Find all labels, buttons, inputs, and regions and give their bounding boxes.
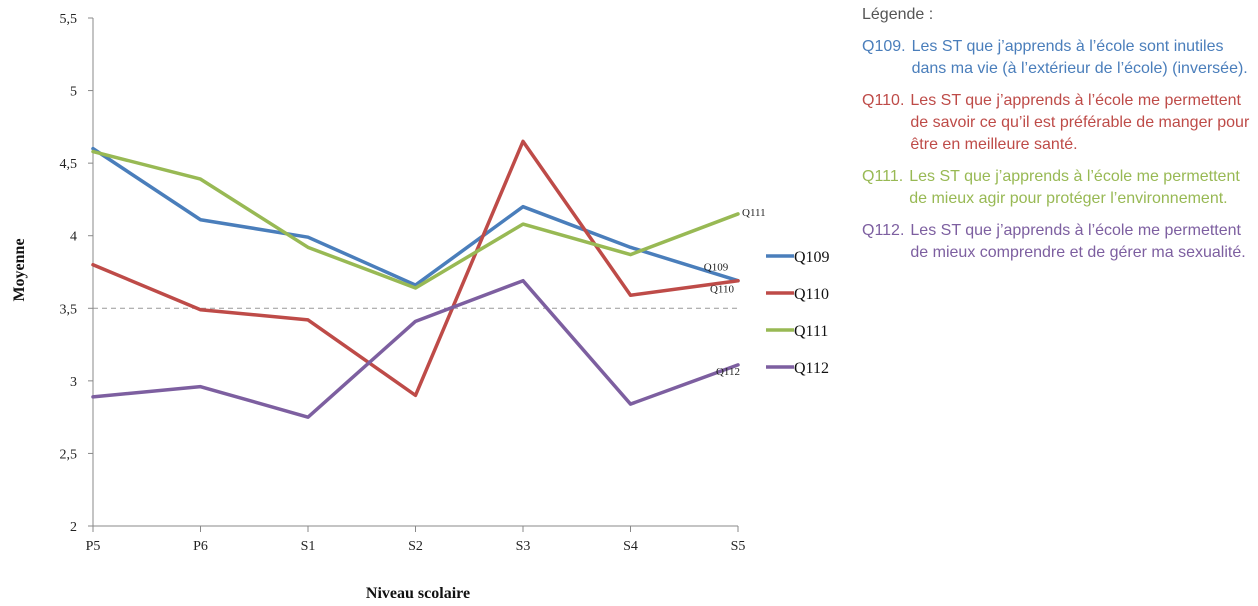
legend: Q109 Q110 Q111 Q112 [766, 249, 830, 377]
x-tick-label: P5 [86, 539, 101, 554]
notes-title: Légende : [862, 6, 934, 23]
series-line-q109 [91, 146, 740, 287]
series-line-q111 [91, 149, 740, 290]
series-end-label: Q110 [710, 284, 735, 296]
note-text: Les ST que j’apprends à l’école me perme… [909, 168, 1240, 207]
series-end-label: Q109 [704, 262, 729, 274]
x-tick-label: S2 [408, 539, 423, 554]
note-code: Q111. [862, 168, 904, 185]
x-tick-label: P6 [193, 539, 208, 554]
note-q111: Q111. Les ST que j’apprends à l’école me… [862, 166, 1254, 210]
note-q112: Q112. Les ST que j’apprends à l’école me… [862, 220, 1254, 264]
y-tick-labels: 2 2,5 3 3,5 4 4,5 5 5,5 [60, 12, 78, 535]
legend-entry: Q111 [794, 323, 828, 340]
x-tick-label: S5 [731, 539, 746, 554]
x-tick-label: S3 [516, 539, 531, 554]
y-tick-label: 5,5 [60, 12, 78, 27]
y-tick-label: 5 [70, 85, 77, 100]
series-end-labels: Q109 Q110 Q111 Q112 [704, 207, 766, 378]
axes [88, 17, 739, 532]
series-end-label: Q111 [742, 207, 766, 219]
x-tick-label: S1 [301, 539, 316, 554]
y-axis-title: Moyenne [11, 238, 28, 301]
y-tick-label: 2 [70, 520, 77, 535]
series-line-q112 [91, 278, 740, 419]
note-text: Les ST que j’apprends à l’école me perme… [910, 222, 1246, 261]
legend-entry: Q109 [794, 249, 830, 266]
x-tick-label: S4 [623, 539, 638, 554]
series-end-label: Q112 [716, 366, 740, 378]
y-tick-label: 2,5 [60, 447, 78, 462]
series-line-q110 [91, 139, 740, 398]
y-tick-label: 4 [70, 230, 77, 245]
legend-entry: Q110 [794, 286, 829, 303]
series-lines [91, 139, 740, 419]
x-tick-labels: P5 P6 S1 S2 S3 S4 S5 [86, 539, 746, 554]
note-q109: Q109. Les ST que j’apprends à l’école so… [862, 36, 1254, 80]
line-chart: 2 2,5 3 3,5 4 4,5 5 5,5 P5 P6 S1 S2 S3 S4 S5 Q109 Q110… [11, 12, 830, 602]
note-text: Les ST que j’apprends à l’école me perme… [910, 92, 1250, 153]
y-tick-label: 3 [70, 375, 77, 390]
legend-entry: Q112 [794, 360, 829, 377]
x-axis-title: Niveau scolaire [366, 585, 470, 602]
y-tick-label: 3,5 [60, 302, 78, 317]
note-code: Q110. [862, 92, 905, 109]
note-q110: Q110. Les ST que j’apprends à l’école me… [862, 90, 1254, 156]
notes-panel: Légende : Q109. Les ST que j’apprends à … [862, 4, 1254, 274]
note-text: Les ST que j’apprends à l’école sont inu… [911, 38, 1248, 77]
note-code: Q112. [862, 222, 905, 239]
y-tick-label: 4,5 [60, 157, 78, 172]
note-code: Q109. [862, 38, 906, 55]
